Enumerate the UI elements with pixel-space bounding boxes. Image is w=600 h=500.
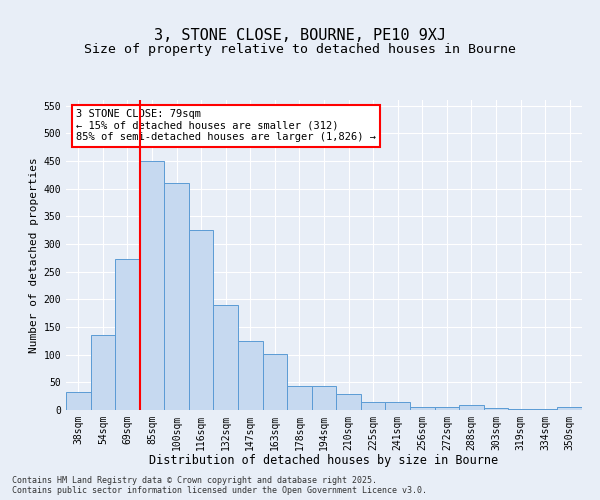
- Bar: [164, 183, 189, 410]
- Bar: [189, 230, 214, 410]
- Bar: [140, 162, 164, 410]
- Bar: [115, 259, 140, 410]
- Bar: [459, 405, 484, 410]
- Bar: [508, 409, 533, 410]
- Bar: [557, 406, 582, 410]
- Bar: [385, 402, 410, 410]
- Bar: [361, 402, 385, 410]
- Text: 3, STONE CLOSE, BOURNE, PE10 9XJ: 3, STONE CLOSE, BOURNE, PE10 9XJ: [154, 28, 446, 42]
- Bar: [434, 406, 459, 410]
- Bar: [238, 342, 263, 410]
- Bar: [533, 409, 557, 410]
- Bar: [336, 394, 361, 410]
- Bar: [312, 386, 336, 410]
- Bar: [263, 354, 287, 410]
- Text: Contains HM Land Registry data © Crown copyright and database right 2025.
Contai: Contains HM Land Registry data © Crown c…: [12, 476, 427, 495]
- Bar: [410, 406, 434, 410]
- Bar: [66, 392, 91, 410]
- X-axis label: Distribution of detached houses by size in Bourne: Distribution of detached houses by size …: [149, 454, 499, 468]
- Text: Size of property relative to detached houses in Bourne: Size of property relative to detached ho…: [84, 42, 516, 56]
- Text: 3 STONE CLOSE: 79sqm
← 15% of detached houses are smaller (312)
85% of semi-deta: 3 STONE CLOSE: 79sqm ← 15% of detached h…: [76, 110, 376, 142]
- Bar: [91, 336, 115, 410]
- Bar: [287, 386, 312, 410]
- Bar: [214, 305, 238, 410]
- Y-axis label: Number of detached properties: Number of detached properties: [29, 157, 40, 353]
- Bar: [484, 408, 508, 410]
